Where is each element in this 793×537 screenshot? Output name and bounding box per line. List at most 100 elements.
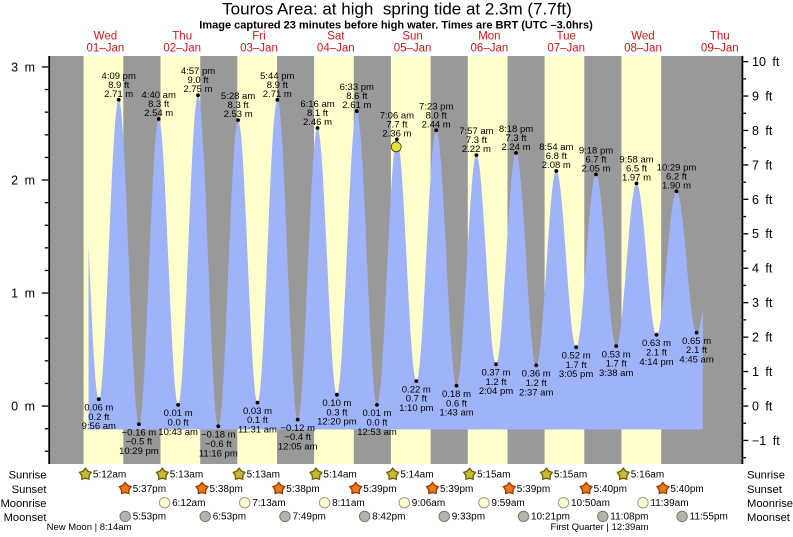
svg-text:0.7 ft: 0.7 ft — [406, 394, 427, 405]
svg-text:1.2 ft: 1.2 ft — [485, 377, 506, 388]
svg-text:0.63 m: 0.63 m — [642, 338, 671, 349]
svg-text:3 m: 3 m — [11, 60, 35, 74]
svg-text:2.22 m: 2.22 m — [462, 144, 491, 155]
svg-text:2.1 ft: 2.1 ft — [646, 347, 667, 358]
svg-text:2:04 pm: 2:04 pm — [479, 386, 513, 397]
svg-text:6 ft: 6 ft — [752, 193, 773, 207]
svg-text:2.36 m: 2.36 m — [382, 128, 411, 139]
svg-text:5:12am: 5:12am — [93, 470, 126, 481]
svg-text:8:42pm: 8:42pm — [372, 512, 405, 523]
svg-text:0.6 ft: 0.6 ft — [446, 398, 467, 409]
svg-text:Sat: Sat — [327, 31, 345, 43]
svg-text:9:06am: 9:06am — [412, 498, 445, 509]
svg-text:Sunset: Sunset — [747, 484, 783, 496]
svg-text:6.2 ft: 6.2 ft — [666, 171, 687, 182]
svg-text:9:33pm: 9:33pm — [452, 512, 485, 523]
svg-text:Moonset: Moonset — [4, 512, 48, 524]
svg-text:7.3 ft: 7.3 ft — [505, 133, 526, 144]
svg-text:2.75 m: 2.75 m — [183, 84, 212, 95]
svg-text:11:08pm: 11:08pm — [610, 512, 648, 523]
svg-text:11:16 pm: 11:16 pm — [199, 448, 238, 459]
svg-text:5:39pm: 5:39pm — [363, 484, 396, 495]
svg-text:11:31 am: 11:31 am — [238, 425, 277, 436]
svg-text:1:10 pm: 1:10 pm — [399, 403, 433, 414]
svg-text:0.1 ft: 0.1 ft — [247, 415, 268, 426]
svg-text:7.7 ft: 7.7 ft — [386, 119, 407, 130]
svg-text:6.5 ft: 6.5 ft — [626, 163, 647, 174]
svg-text:−0.6 ft: −0.6 ft — [205, 439, 232, 450]
svg-text:7.3 ft: 7.3 ft — [466, 135, 487, 146]
svg-text:−0.5 ft: −0.5 ft — [126, 437, 153, 448]
svg-text:0.06 m: 0.06 m — [84, 402, 113, 413]
svg-text:2.05 m: 2.05 m — [581, 163, 610, 174]
svg-text:0.01 m: 0.01 m — [362, 408, 391, 419]
svg-text:Mon: Mon — [478, 31, 500, 43]
svg-text:10:29 pm: 10:29 pm — [657, 162, 697, 173]
svg-text:0.0 ft: 0.0 ft — [366, 418, 387, 429]
svg-text:−0.4 ft: −0.4 ft — [284, 432, 311, 443]
svg-text:2.24 m: 2.24 m — [501, 142, 530, 153]
svg-text:12:53 am: 12:53 am — [357, 427, 397, 438]
svg-text:2.71 m: 2.71 m — [263, 89, 292, 100]
svg-text:5:38pm: 5:38pm — [210, 484, 243, 495]
svg-text:5:16am: 5:16am — [631, 470, 664, 481]
svg-text:6:16 am: 6:16 am — [300, 99, 334, 110]
svg-text:5:39pm: 5:39pm — [440, 484, 473, 495]
svg-text:Sun: Sun — [402, 31, 422, 43]
svg-text:First Quarter | 12:39am: First Quarter | 12:39am — [550, 522, 648, 533]
svg-text:0.2 ft: 0.2 ft — [88, 412, 109, 423]
svg-text:Image captured 23 minutes befo: Image captured 23 minutes before high wa… — [199, 20, 593, 32]
svg-text:6:33 pm: 6:33 pm — [340, 82, 374, 93]
svg-text:5:53pm: 5:53pm — [133, 512, 166, 523]
svg-text:9 ft: 9 ft — [752, 89, 773, 103]
svg-text:4:09 pm: 4:09 pm — [102, 71, 136, 82]
svg-text:8.1 ft: 8.1 ft — [307, 108, 328, 119]
svg-text:10 ft: 10 ft — [752, 55, 780, 69]
svg-text:9.0 ft: 9.0 ft — [187, 75, 208, 86]
svg-text:5:13am: 5:13am — [170, 470, 203, 481]
svg-text:7:49pm: 7:49pm — [293, 512, 326, 523]
svg-text:08–Jan: 08–Jan — [624, 43, 662, 55]
svg-text:2:37 am: 2:37 am — [519, 387, 553, 398]
svg-text:1.7 ft: 1.7 ft — [566, 360, 587, 371]
svg-text:1.97 m: 1.97 m — [622, 172, 651, 183]
svg-text:2.08 m: 2.08 m — [542, 160, 571, 171]
svg-text:5:28 am: 5:28 am — [221, 91, 255, 102]
svg-text:10:21pm: 10:21pm — [531, 512, 570, 523]
svg-text:8.3 ft: 8.3 ft — [228, 100, 249, 111]
svg-text:1:43 am: 1:43 am — [439, 408, 473, 419]
svg-text:Tue: Tue — [557, 31, 576, 43]
svg-text:Touros Area: at high spring t: Touros Area: at high spring tide at 2.3m… — [222, 0, 572, 19]
svg-text:12:20 pm: 12:20 pm — [317, 417, 357, 428]
svg-text:8 ft: 8 ft — [752, 124, 773, 138]
svg-text:4 ft: 4 ft — [752, 262, 773, 276]
svg-text:0.0 ft: 0.0 ft — [168, 418, 189, 429]
svg-text:05–Jan: 05–Jan — [394, 43, 432, 55]
svg-text:07–Jan: 07–Jan — [547, 43, 585, 55]
svg-text:03–Jan: 03–Jan — [240, 43, 278, 55]
svg-text:1 m: 1 m — [11, 286, 35, 300]
svg-text:3:38 am: 3:38 am — [599, 368, 633, 379]
svg-text:9:18 pm: 9:18 pm — [579, 145, 613, 156]
svg-text:8:54 am: 8:54 am — [539, 142, 573, 153]
svg-text:7:06 am: 7:06 am — [380, 110, 414, 121]
svg-text:2.61 m: 2.61 m — [342, 100, 371, 111]
svg-text:0.53 m: 0.53 m — [602, 349, 631, 360]
svg-text:8.9 ft: 8.9 ft — [267, 80, 288, 91]
svg-text:7 ft: 7 ft — [752, 158, 773, 172]
svg-text:New Moon | 8:14am: New Moon | 8:14am — [47, 522, 132, 533]
svg-text:2.1 ft: 2.1 ft — [686, 345, 707, 356]
svg-text:0.65 m: 0.65 m — [682, 336, 711, 347]
svg-text:1.7 ft: 1.7 ft — [606, 359, 627, 370]
svg-text:5:14am: 5:14am — [400, 470, 433, 481]
svg-text:4:40 am: 4:40 am — [142, 90, 176, 101]
svg-text:0.10 m: 0.10 m — [322, 398, 351, 409]
svg-text:5:44 pm: 5:44 pm — [260, 71, 294, 82]
svg-text:Sunset: Sunset — [12, 484, 48, 496]
svg-text:7:13am: 7:13am — [252, 498, 285, 509]
svg-text:Wed: Wed — [631, 31, 654, 43]
svg-text:2 m: 2 m — [11, 173, 35, 187]
svg-text:2 ft: 2 ft — [752, 331, 773, 345]
svg-text:10:50am: 10:50am — [571, 498, 610, 509]
svg-text:5:38pm: 5:38pm — [286, 484, 319, 495]
